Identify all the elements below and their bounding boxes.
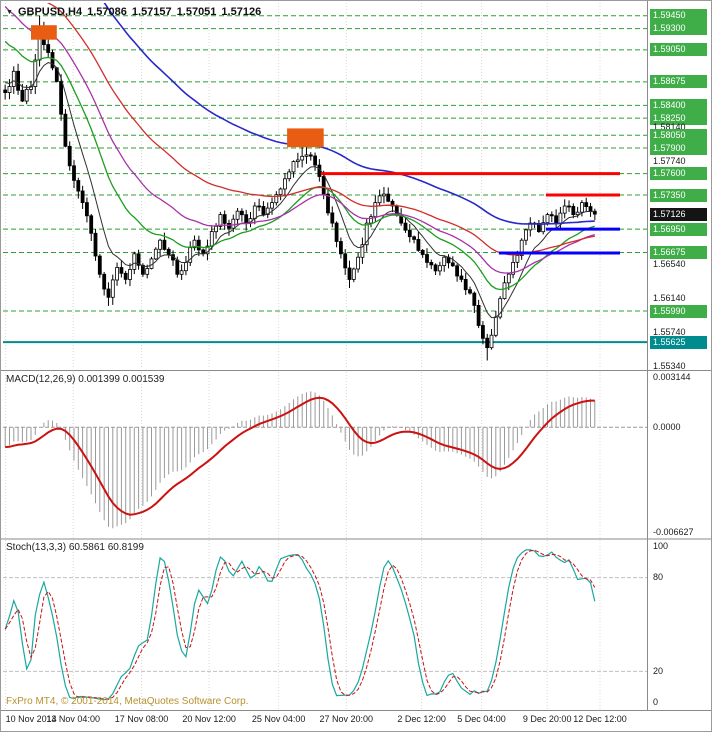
price-label-green: 1.57350: [650, 188, 707, 202]
price-label-plain: 1.56140: [653, 292, 686, 303]
low-value: 1.57051: [176, 6, 217, 18]
stoch-k-line: [4, 549, 596, 701]
price-label-green: 1.56675: [650, 246, 707, 259]
macd-axis-label: 0.0000: [653, 421, 681, 432]
highlight-box[interactable]: [31, 25, 57, 40]
time-label: 13 Nov 04:00: [46, 714, 100, 724]
highlight-box[interactable]: [287, 128, 324, 148]
symbol-name: GBPUSD,H4: [17, 6, 83, 18]
price-label-green: 1.59450: [650, 9, 707, 23]
stoch-axis-label: 0: [653, 697, 659, 708]
stoch-d-line: [4, 549, 596, 700]
chart-marker-icon: ▼: [6, 8, 13, 16]
price-label-plain: 1.58140: [653, 122, 686, 133]
time-scale-axis[interactable]: 10 Nov 2014 13 Nov 04:00 17 Nov 08:00 20 No…: [1, 711, 711, 731]
time-label: 20 Nov 12:00: [182, 714, 236, 724]
price-label-green: 1.55990: [650, 304, 707, 318]
macd-signal-line: [5, 396, 595, 516]
candlestick-series: [3, 15, 597, 361]
price-label-plain: 1.57740: [653, 156, 686, 167]
price-label-plain: 1.55740: [653, 326, 686, 337]
high-value: 1.57157: [131, 6, 172, 18]
price-label-green: 1.57600: [650, 167, 707, 181]
time-label: 2 Dec 12:00: [397, 714, 446, 724]
stoch-indicator-label: Stoch(13,3,3) 60.5861 60.8199: [6, 542, 144, 553]
open-value: 1.57086: [87, 6, 127, 18]
price-label-teal: 1.55625: [650, 335, 707, 349]
stoch-axis-label: 20: [653, 665, 664, 676]
macd-axis-label: 0.003144: [653, 372, 691, 383]
macd-axis-label: -0.006627: [653, 526, 694, 537]
macd-panel-series: [3, 391, 647, 529]
price-label-green: 1.57900: [650, 141, 707, 155]
price-label-green: 1.58400: [650, 98, 707, 112]
price-label-green: 1.59050: [650, 43, 707, 57]
time-label: 10 Nov 2014: [5, 714, 57, 724]
ma-violet: [4, 6, 595, 274]
price-label-green: 1.58675: [650, 75, 707, 89]
time-label: 25 Nov 04:00: [251, 714, 306, 724]
time-label: 27 Nov 20:00: [319, 714, 374, 724]
price-label-plain: 1.55340: [653, 360, 686, 371]
copyright-text: FxPro MT4, © 2001-2014, MetaQuotes Softw…: [6, 696, 249, 707]
time-label: 17 Nov 08:00: [114, 714, 169, 724]
stoch-axis-label: 80: [653, 572, 664, 583]
stochastic-panel-series: [3, 549, 647, 701]
time-label: 12 Dec 12:00: [573, 714, 627, 724]
price-label-green: 1.58250: [650, 111, 707, 125]
stoch-axis-label: 100: [653, 540, 669, 551]
symbol-ohlc-bar: ▼ GBPUSD,H4 1.57086 1.57157 1.57051 1.57…: [6, 6, 261, 18]
price-label-plain: 1.56540: [653, 258, 686, 269]
ma-green: [4, 40, 595, 291]
price-scale-axis[interactable]: 1.59450 1.59300 1.59050 1.58675 1.58400 1.582…: [648, 1, 711, 711]
price-label-green: 1.56950: [650, 222, 707, 236]
price-label-green: 1.59300: [650, 22, 707, 36]
price-label-current: 1.57126: [650, 207, 707, 221]
price-label-green: 1.58050: [650, 128, 707, 142]
close-value: 1.57126: [221, 6, 262, 18]
ma-red: [46, 3, 595, 256]
panel-borders: [1, 1, 711, 711]
macd-indicator-label: MACD(12,26,9) 0.001399 0.001539: [6, 374, 165, 385]
ma-fast-black: [5, 62, 595, 319]
grid-lines: [5, 3, 601, 709]
time-label: 9 Dec 20:00: [522, 714, 572, 724]
time-label: 5 Dec 04:00: [457, 714, 506, 724]
